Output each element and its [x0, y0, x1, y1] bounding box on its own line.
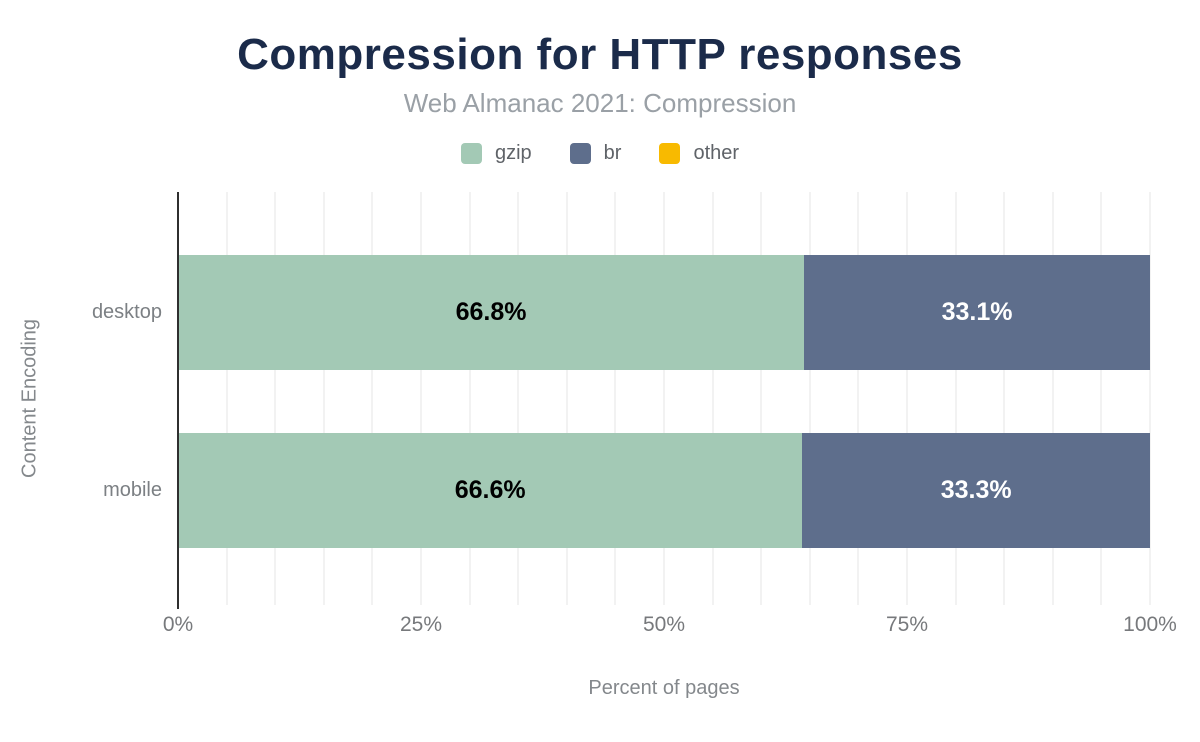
legend: gzip br other	[0, 142, 1200, 165]
gridline-25	[420, 192, 422, 605]
gridline-35	[517, 192, 520, 605]
x-tick-100: 100%	[1123, 613, 1177, 636]
plot-area: 66.8% 33.1% 66.6% 33.3%	[177, 192, 1151, 609]
legend-item-other: other	[659, 142, 739, 165]
gridline-45	[614, 192, 617, 605]
gridline-95	[1100, 192, 1103, 605]
gridline-5	[225, 192, 228, 605]
gridline-50	[663, 192, 665, 605]
gridline-20	[371, 192, 374, 605]
bar-desktop: 66.8% 33.1%	[178, 255, 1150, 370]
x-tick-0: 0%	[162, 613, 194, 636]
legend-swatch-other	[659, 143, 681, 164]
legend-label: gzip	[494, 142, 532, 164]
legend-label: other	[693, 142, 740, 164]
bar-segment-desktop-br: 33.1%	[804, 255, 1150, 370]
gridline-85	[1003, 192, 1006, 605]
bar-segment-desktop-gzip: 66.8%	[178, 255, 805, 370]
y-axis-line	[177, 192, 179, 609]
gridline-75	[906, 192, 908, 605]
category-label-mobile: mobile	[103, 479, 162, 501]
gridline-70	[857, 192, 860, 605]
bar-segment-mobile-gzip: 66.6%	[178, 433, 803, 548]
chart-title: Compression for HTTP responses	[237, 30, 963, 79]
gridline-90	[1051, 192, 1054, 605]
gridline-40	[565, 192, 568, 605]
chart-subtitle: Web Almanac 2021: Compression	[403, 88, 797, 118]
gridline-30	[468, 192, 471, 605]
legend-swatch-gzip	[460, 143, 482, 164]
x-tick-50: 50%	[642, 613, 686, 636]
bar-segment-mobile-br: 33.3%	[802, 433, 1150, 548]
bar-value-label: 66.6%	[454, 476, 526, 504]
legend-item-gzip: gzip	[460, 142, 532, 165]
bar-value-label: 33.1%	[941, 298, 1013, 326]
x-axis-title: Percent of pages	[588, 677, 740, 699]
bar-value-label: 66.8%	[455, 298, 527, 326]
x-tick-75: 75%	[885, 613, 929, 636]
gridline-15	[322, 192, 325, 605]
x-tick-25: 25%	[399, 613, 443, 636]
bar-value-label: 33.3%	[940, 476, 1012, 504]
gridline-10	[274, 192, 277, 605]
category-label-desktop: desktop	[91, 301, 162, 323]
gridline-100	[1149, 192, 1151, 605]
gridline-65	[808, 192, 811, 605]
gridline-80	[954, 192, 957, 605]
legend-item-br: br	[569, 142, 622, 165]
legend-swatch-br	[569, 143, 591, 164]
gridline-55	[711, 192, 714, 605]
legend-label: br	[603, 142, 622, 164]
bar-mobile: 66.6% 33.3%	[178, 433, 1150, 548]
gridline-60	[760, 192, 763, 605]
